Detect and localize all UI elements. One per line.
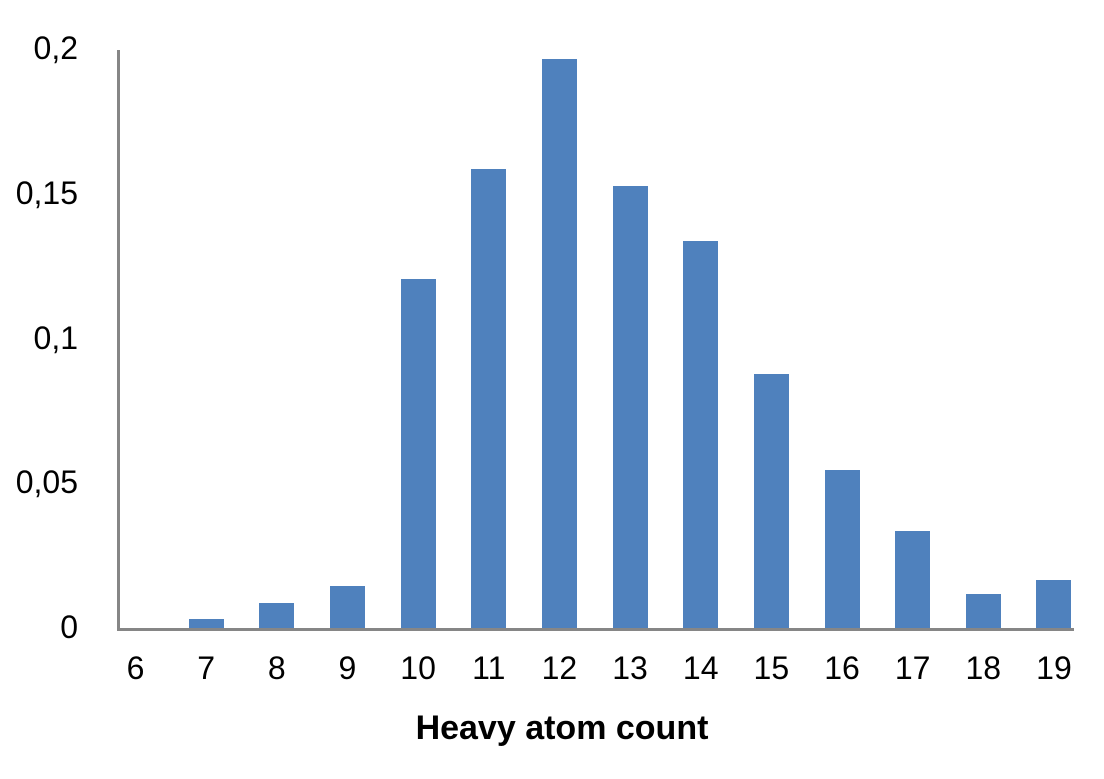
bar-11: [471, 169, 507, 629]
bar-17: [895, 531, 931, 629]
y-axis-line: [117, 50, 120, 631]
x-tick-label: 10: [400, 650, 436, 686]
bar-8: [259, 603, 295, 629]
x-axis-title: Heavy atom count: [415, 709, 709, 747]
bar-19: [1036, 580, 1072, 629]
x-tick-label: 7: [197, 650, 216, 686]
x-tick-label: 8: [267, 650, 286, 686]
x-tick-label: 11: [472, 650, 506, 686]
y-tick-label: 0: [60, 609, 78, 645]
x-tick-label: 12: [541, 650, 578, 686]
x-tick-label: 6: [126, 650, 145, 686]
x-tick-label: 18: [965, 650, 1002, 686]
x-axis-line: [117, 628, 1074, 631]
x-tick-label: 16: [824, 650, 860, 686]
bar-13: [612, 186, 648, 629]
bar-15: [753, 374, 789, 629]
bar-12: [541, 59, 577, 629]
bar-14: [683, 241, 719, 629]
y-tick-label: 0,15: [15, 174, 78, 211]
x-tick-label: 17: [894, 650, 931, 686]
bar-7: [188, 619, 224, 629]
x-tick-label: 9: [338, 650, 357, 686]
x-tick-label: 19: [1036, 650, 1072, 686]
y-tick-label: 0,1: [33, 319, 78, 356]
bar-16: [824, 470, 860, 629]
x-tick-label: 15: [753, 650, 790, 686]
x-tick-label: 13: [612, 650, 648, 686]
bar-10: [400, 279, 436, 629]
bar-18: [965, 594, 1001, 629]
bar-9: [329, 586, 365, 629]
y-tick-label: 0,2: [33, 30, 78, 66]
x-tick-label: 14: [682, 650, 719, 686]
y-tick-label: 0,05: [15, 464, 78, 501]
